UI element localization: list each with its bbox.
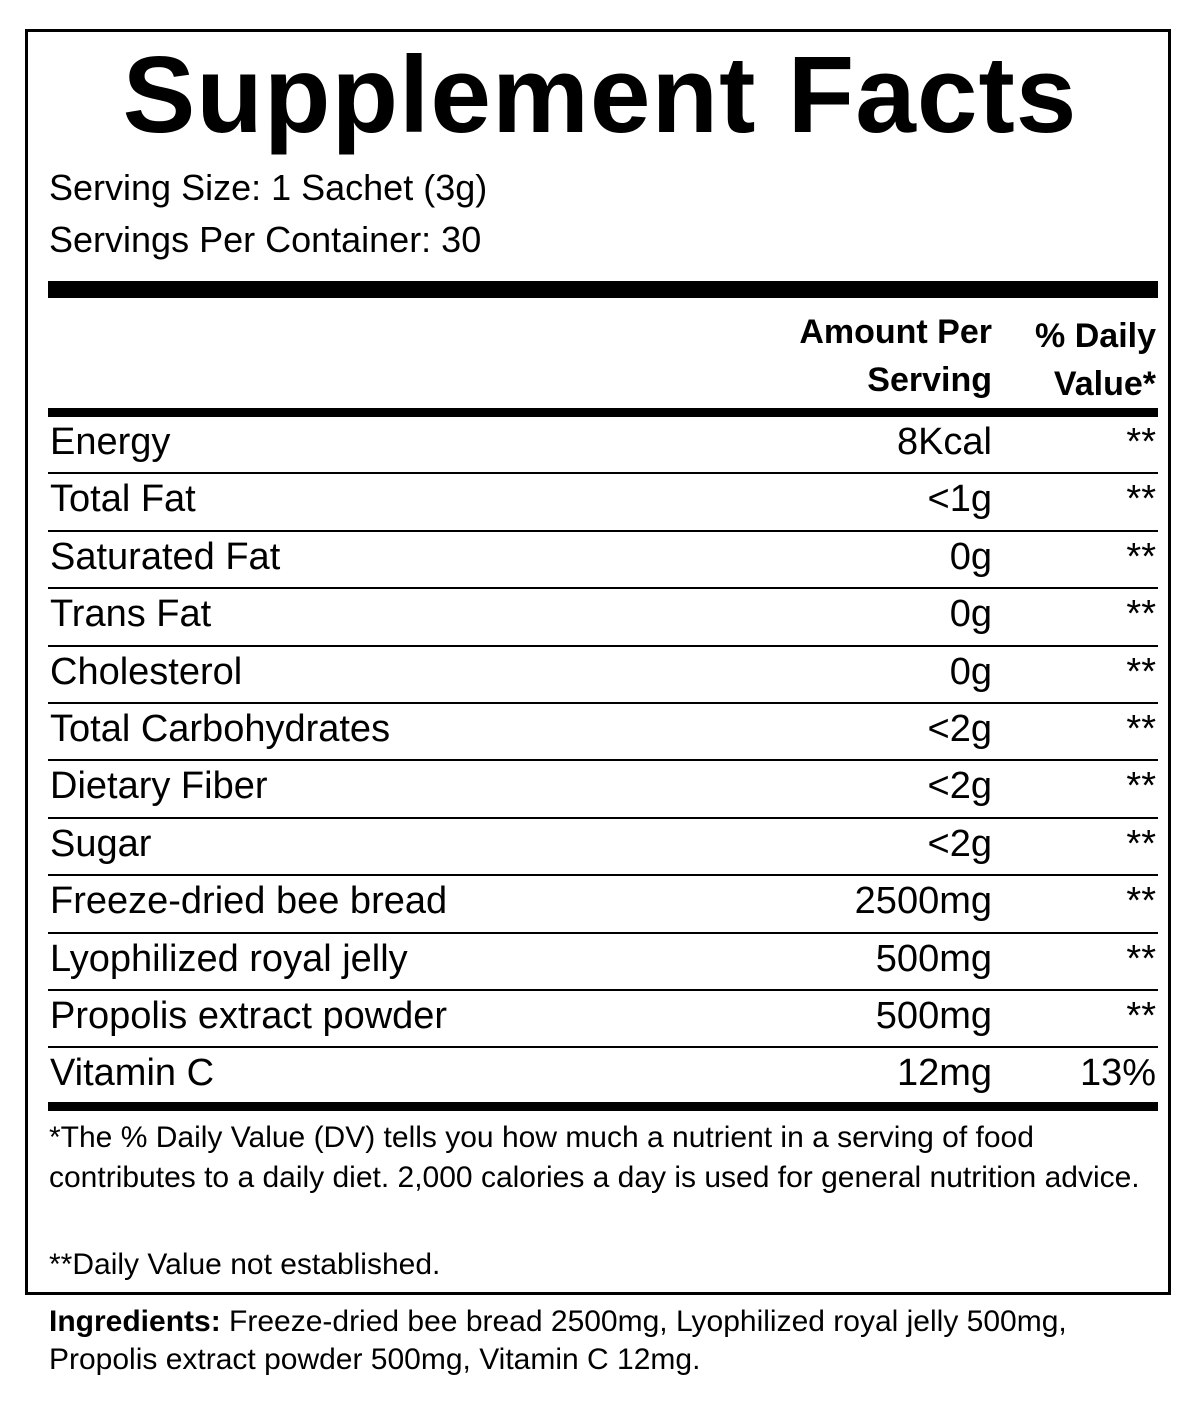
nutrient-amount: 500mg	[875, 994, 992, 1037]
footnote-daily-value: *The % Daily Value (DV) tells you how mu…	[49, 1121, 1140, 1194]
nutrient-row: Sugar <2g **	[48, 819, 1158, 877]
nutrient-amount: <1g	[927, 478, 992, 521]
nutrient-name: Dietary Fiber	[50, 765, 268, 808]
nutrient-name: Freeze-dried bee bread	[50, 880, 448, 923]
footnote-not-established: **Daily Value not established.	[49, 1248, 441, 1281]
panel-title: Supplement Facts	[122, 34, 1078, 156]
nutrient-name: Cholesterol	[50, 650, 243, 693]
header-line: Amount Per	[799, 313, 992, 351]
nutrient-name: Propolis extract powder	[50, 994, 448, 1037]
nutrient-row: Total Carbohydrates <2g **	[48, 704, 1158, 762]
nutrient-row: Total Fat <1g **	[48, 474, 1158, 532]
nutrient-amount: 0g	[949, 593, 992, 636]
nutrient-row: Propolis extract powder 500mg **	[48, 991, 1158, 1049]
nutrient-daily-value: **	[1126, 593, 1156, 636]
nutrient-amount: 500mg	[875, 937, 992, 980]
nutrient-name: Vitamin C	[50, 1052, 215, 1095]
nutrient-daily-value: **	[1126, 880, 1156, 923]
supplement-facts-panel	[25, 29, 1171, 1295]
nutrient-name: Total Fat	[50, 478, 196, 521]
nutrient-daily-value: 13%	[1079, 1052, 1156, 1095]
nutrient-amount: 0g	[949, 650, 992, 693]
nutrient-row: Freeze-dried bee bread 2500mg **	[48, 876, 1158, 934]
nutrient-daily-value: **	[1126, 421, 1156, 463]
nutrient-amount: 12mg	[896, 1052, 992, 1095]
nutrient-row: Lyophilized royal jelly 500mg **	[48, 934, 1158, 991]
ingredients: Ingredients: Freeze-dried bee bread 2500…	[49, 1303, 1169, 1379]
nutrient-row: Trans Fat 0g **	[48, 589, 1158, 647]
nutrient-amount: 0g	[949, 535, 992, 578]
amount-per-serving-header: Amount Per Serving	[799, 308, 992, 404]
nutrient-daily-value: **	[1126, 535, 1156, 578]
nutrient-row: Saturated Fat 0g **	[48, 532, 1158, 590]
thick-divider	[48, 281, 1158, 298]
nutrient-name: Sugar	[50, 822, 152, 865]
nutrient-name: Trans Fat	[50, 593, 212, 636]
nutrient-name: Saturated Fat	[50, 535, 281, 578]
nutrient-daily-value: **	[1126, 650, 1156, 693]
nutrient-row: Dietary Fiber <2g **	[48, 761, 1158, 819]
medium-divider	[48, 408, 1158, 417]
nutrient-table: Energy 8Kcal ** Total Fat <1g ** Saturated Fat…	[48, 417, 1158, 1106]
nutrient-row: Energy 8Kcal **	[48, 417, 1158, 475]
nutrient-amount: <2g	[927, 822, 992, 865]
nutrient-daily-value: **	[1126, 765, 1156, 808]
nutrient-name: Energy	[50, 421, 171, 463]
nutrient-daily-value: **	[1126, 707, 1156, 750]
nutrient-daily-value: **	[1126, 822, 1156, 865]
nutrient-daily-value: **	[1126, 994, 1156, 1037]
nutrient-amount: 2500mg	[854, 880, 992, 923]
nutrient-daily-value: **	[1126, 937, 1156, 980]
nutrient-amount: 8Kcal	[896, 421, 992, 463]
header-line: Serving	[867, 361, 992, 399]
nutrient-daily-value: **	[1126, 478, 1156, 521]
nutrient-amount: <2g	[927, 707, 992, 750]
nutrient-name: Total Carbohydrates	[50, 707, 391, 750]
ingredients-label: Ingredients:	[49, 1305, 221, 1338]
nutrient-row: Cholesterol 0g **	[48, 647, 1158, 704]
servings-per-container: Servings Per Container: 30	[49, 219, 482, 260]
ingredients-text: Freeze-dried bee bread 2500mg, Lyophiliz…	[49, 1305, 1067, 1376]
header-line: % Daily	[1035, 317, 1156, 355]
nutrient-name: Lyophilized royal jelly	[50, 937, 408, 980]
header-line: Value*	[1053, 365, 1156, 403]
serving-size: Serving Size: 1 Sachet (3g)	[49, 167, 488, 208]
nutrient-row: Vitamin C 12mg 13%	[48, 1048, 1158, 1105]
daily-value-header: % Daily Value*	[1035, 312, 1156, 408]
medium-divider	[48, 1102, 1158, 1111]
nutrient-amount: <2g	[927, 765, 992, 808]
